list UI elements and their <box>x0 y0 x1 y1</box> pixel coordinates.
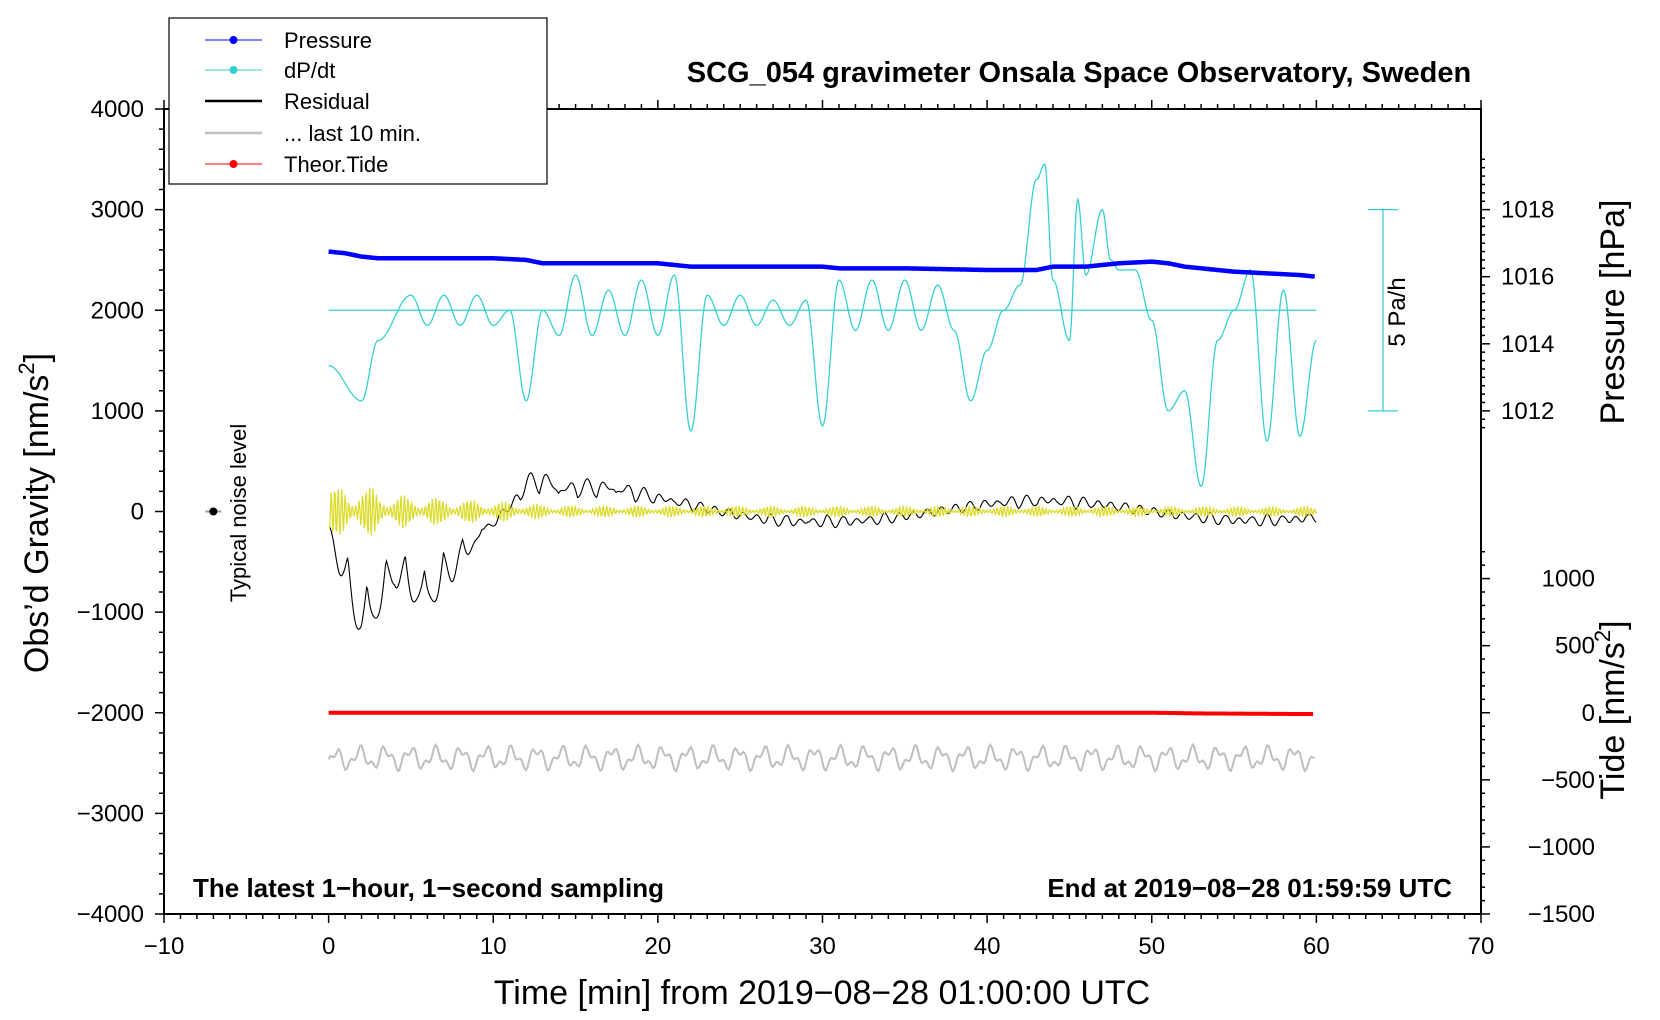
y-axis-title-left: Obs’d Gravity [nm/s2] <box>14 353 56 673</box>
x-tick-labels: −10 0 10 20 30 40 50 60 70 <box>144 933 1495 960</box>
dpdt-line <box>328 163 1317 488</box>
x-tick-label: 30 <box>809 933 836 960</box>
pressure-tick-labels: 1012 1014 1016 1018 <box>1501 197 1554 425</box>
scale-bar-label: 5 Pa/h <box>1384 277 1411 346</box>
dpdt-scale-bar <box>1368 208 1398 412</box>
tide-line <box>328 710 1314 717</box>
pressure-line <box>328 249 1316 279</box>
x-tick-label: 70 <box>1468 933 1495 960</box>
last-10-min-line <box>327 742 1315 773</box>
end-time-note: End at 2019−08−28 01:59:59 UTC <box>1047 873 1452 903</box>
x-tick-label: 10 <box>480 933 507 960</box>
legend-dot <box>229 160 238 168</box>
data-series <box>327 163 1317 773</box>
tide-tick-label: 1000 <box>1542 566 1595 593</box>
y-tick-label: 2000 <box>91 297 144 324</box>
y-axis-title-left-end: ] <box>18 353 56 362</box>
y-axis-title-tide: Tide [nm/s2] <box>1590 620 1632 799</box>
legend-label: Pressure <box>284 28 372 53</box>
legend-dot <box>229 36 238 44</box>
legend-label: Residual <box>284 89 370 114</box>
legend-label: Theor.Tide <box>284 152 388 177</box>
chart-title: SCG_054 gravimeter Onsala Space Observat… <box>687 57 1471 89</box>
y-tick-label: −3000 <box>77 800 144 827</box>
tide-tick-labels: 1000 500 0 −500 −1000 −1500 <box>1528 566 1595 928</box>
x-tick-label: 40 <box>974 933 1001 960</box>
y-tick-label: −4000 <box>77 901 144 928</box>
y-axis-title-pressure: Pressure [hPa] <box>1594 200 1632 425</box>
sampling-note: The latest 1−hour, 1−second sampling <box>193 873 664 903</box>
y-tick-label: 3000 <box>91 197 144 224</box>
x-tick-label: 0 <box>322 933 335 960</box>
y-tick-label: −2000 <box>77 700 144 727</box>
y-axis-title-tide-sup: 2 <box>1590 630 1615 642</box>
legend-label: dP/dt <box>284 58 335 83</box>
pressure-tick-label: 1012 <box>1501 398 1554 425</box>
legend: Pressure dP/dt Residual ... last 10 min. The… <box>168 17 548 185</box>
x-tick-label: 50 <box>1138 933 1165 960</box>
y-axis-title-left-sup: 2 <box>14 362 39 374</box>
noise-marker <box>205 507 222 516</box>
y-tick-label: −1000 <box>77 599 144 626</box>
pressure-tick-label: 1014 <box>1501 331 1554 358</box>
y-tick-label: 4000 <box>91 96 144 123</box>
yellow-trace-line <box>328 487 1317 536</box>
tide-tick-label: −500 <box>1541 767 1595 794</box>
y-tick-label: 1000 <box>91 398 144 425</box>
x-axis-title: Time [min] from 2019−08−28 01:00:00 UTC <box>494 974 1150 1012</box>
tide-tick-label: 500 <box>1555 633 1595 660</box>
y-tick-label: 0 <box>131 499 144 526</box>
x-tick-label: 20 <box>645 933 672 960</box>
legend-label: ... last 10 min. <box>284 121 421 146</box>
noise-dot <box>209 507 218 516</box>
y-tick-labels: 4000 3000 2000 1000 0 −1000 −2000 −3000 −4000 <box>77 96 144 928</box>
x-tick-label: 60 <box>1303 933 1330 960</box>
noise-label: Typical noise level <box>226 424 251 603</box>
y-axis-title-tide-end: ] <box>1594 620 1632 629</box>
pressure-tick-label: 1018 <box>1501 197 1554 224</box>
y-axis-title-left-base: Obs’d Gravity [nm/s <box>18 375 56 674</box>
x-tick-label: −10 <box>144 933 185 960</box>
y-axis-title-tide-base: Tide [nm/s <box>1594 642 1632 799</box>
axis-ticks <box>155 100 1490 923</box>
residual-line <box>328 472 1317 630</box>
tide-tick-label: 0 <box>1582 700 1595 727</box>
legend-dot <box>229 66 238 74</box>
tide-tick-label: −1500 <box>1528 901 1595 928</box>
pressure-tick-label: 1016 <box>1501 264 1554 291</box>
tide-tick-label: −1000 <box>1528 834 1595 861</box>
